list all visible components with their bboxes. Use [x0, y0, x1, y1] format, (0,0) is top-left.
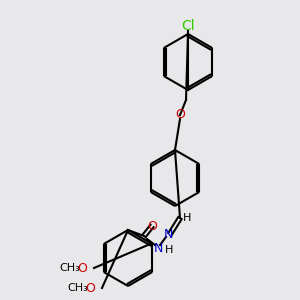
Text: O: O [175, 109, 185, 122]
Text: Cl: Cl [181, 19, 195, 33]
Text: N: N [153, 242, 163, 254]
Text: O: O [77, 262, 87, 275]
Text: O: O [147, 220, 157, 232]
Text: O: O [85, 281, 95, 295]
Text: CH₃: CH₃ [60, 263, 80, 273]
Text: H: H [183, 213, 191, 223]
Text: N: N [163, 227, 173, 241]
Text: H: H [165, 245, 173, 255]
Text: CH₃: CH₃ [68, 283, 88, 293]
